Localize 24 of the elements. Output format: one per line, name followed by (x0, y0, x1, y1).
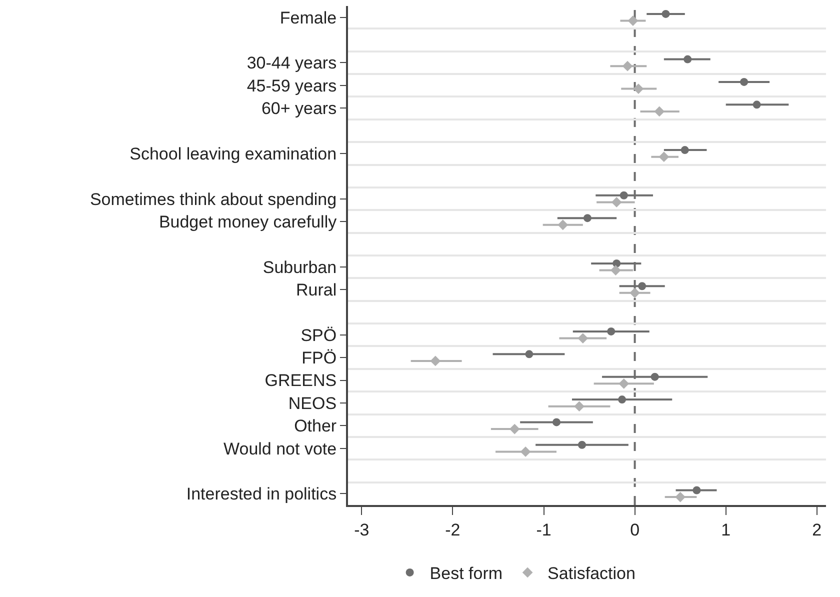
y-tick-label: Suburban (262, 258, 337, 277)
y-tick-label: NEOS (288, 394, 337, 413)
y-tick-label: 45-59 years (246, 76, 337, 96)
x-tick-label: -3 (354, 520, 370, 540)
y-tick-label: Budget money carefully (158, 212, 338, 232)
x-tick-label: -2 (445, 520, 460, 540)
x-tick-label: -1 (536, 520, 552, 540)
y-tick-label: Interested in politics (186, 484, 337, 504)
y-tick-label: Rural (296, 280, 337, 300)
x-tick-label: 0 (630, 520, 640, 540)
x-tick-label: 2 (812, 520, 822, 540)
legend-label: Satisfaction (548, 564, 636, 584)
x-tick-label: 1 (721, 520, 731, 540)
legend-label: Best form (430, 564, 503, 584)
y-tick-label: School leaving examination (130, 144, 337, 164)
y-tick-label: Sometimes think about spending (90, 190, 337, 209)
y-tick-label: FPÖ (302, 348, 337, 368)
y-tick-label: SPÖ (300, 326, 337, 345)
y-tick-label: Female (280, 8, 337, 28)
y-tick-label: Other (294, 416, 337, 436)
y-tick-label: 60+ years (261, 99, 337, 118)
y-tick-label: 30-44 years (246, 54, 337, 73)
y-tick-label: Would not vote (224, 439, 337, 458)
y-tick-label: GREENS (264, 371, 337, 390)
